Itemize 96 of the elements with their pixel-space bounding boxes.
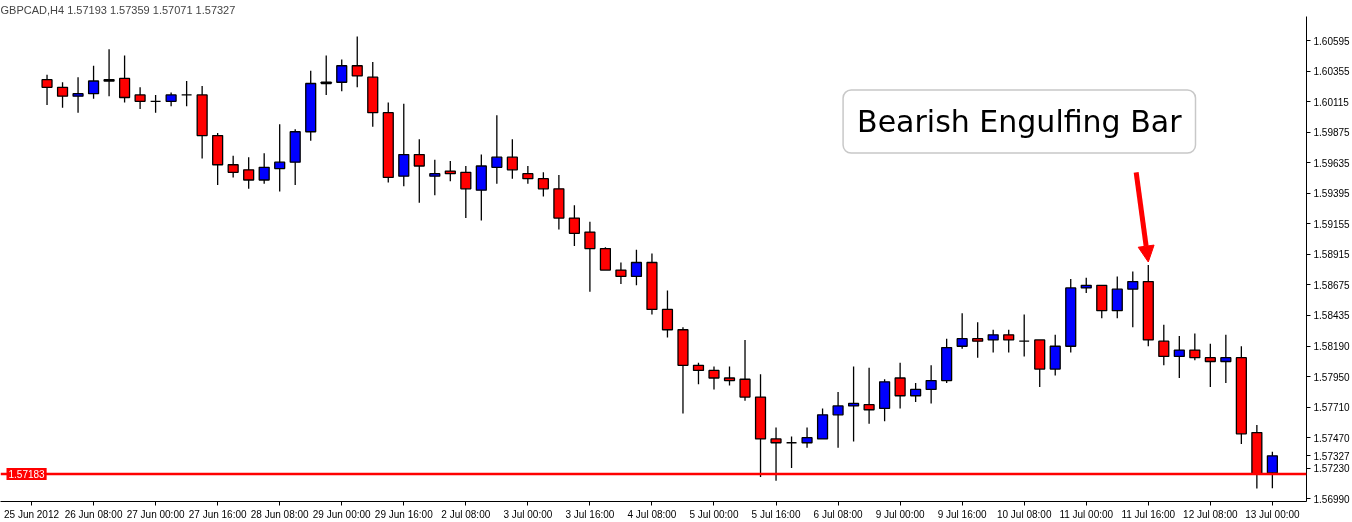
candlestick bbox=[1220, 334, 1232, 384]
candlestick bbox=[708, 365, 720, 391]
candlestick bbox=[258, 152, 270, 185]
x-tick-label: 6 Jul 08:00 bbox=[813, 508, 863, 520]
candlestick bbox=[1003, 329, 1015, 354]
y-tick-label: 1.57327 bbox=[1313, 450, 1351, 462]
x-tick-label: 10 Jul 08:00 bbox=[996, 508, 1052, 520]
y-tick-label: 1.57710 bbox=[1313, 402, 1351, 414]
candlestick bbox=[336, 58, 348, 92]
y-tick-label: 1.56990 bbox=[1313, 493, 1351, 505]
candlestick bbox=[692, 362, 705, 385]
candlestick bbox=[118, 54, 131, 104]
y-tick-label: 1.58675 bbox=[1313, 279, 1351, 291]
candlestick bbox=[429, 159, 441, 196]
candlestick bbox=[723, 365, 736, 387]
candlestick bbox=[506, 138, 518, 180]
x-tick-label: 29 Jun 16:00 bbox=[374, 508, 434, 520]
candlestick bbox=[1049, 334, 1061, 377]
x-tick-label: 28 Jun 08:00 bbox=[250, 508, 310, 520]
x-tick-label: 27 Jun 16:00 bbox=[188, 508, 247, 520]
candlestick bbox=[615, 261, 627, 285]
x-tick-label: 3 Jul 00:00 bbox=[503, 508, 553, 520]
y-tick-label: 1.59395 bbox=[1313, 188, 1351, 200]
y-tick-label: 1.60115 bbox=[1313, 96, 1350, 108]
candlestick bbox=[103, 48, 115, 97]
candlestick bbox=[630, 249, 643, 286]
candlestick bbox=[801, 426, 813, 449]
y-tick-label: 1.57230 bbox=[1313, 463, 1351, 475]
y-tick-label: 1.57470 bbox=[1313, 432, 1351, 444]
candlestick bbox=[1204, 343, 1216, 388]
x-tick-label: 11 Jul 16:00 bbox=[1121, 508, 1176, 520]
candlestick bbox=[181, 80, 193, 108]
candlestick bbox=[274, 123, 286, 193]
y-tick-label: 1.58915 bbox=[1313, 249, 1351, 261]
ref-line-label: 1.57183 bbox=[8, 469, 46, 481]
x-tick-label: 12 Jul 08:00 bbox=[1183, 508, 1239, 520]
x-tick-label: 2 Jul 08:00 bbox=[441, 508, 491, 520]
candlestick bbox=[87, 65, 100, 100]
candlestick bbox=[41, 73, 53, 106]
candlestick bbox=[739, 339, 751, 402]
x-tick-label: 9 Jul 16:00 bbox=[937, 508, 988, 520]
candlestick bbox=[243, 156, 255, 190]
x-tick-label: 3 Jul 16:00 bbox=[565, 508, 615, 520]
x-tick-label: 4 Jul 08:00 bbox=[627, 508, 677, 520]
annotation: Bearish Engulfing Bar bbox=[857, 104, 1183, 140]
x-tick-label: 13 Jul 00:00 bbox=[1245, 508, 1301, 520]
y-tick-label: 1.59635 bbox=[1313, 157, 1351, 169]
x-tick-label: 11 Jul 00:00 bbox=[1059, 508, 1114, 520]
candlestick bbox=[987, 329, 999, 354]
candlestick bbox=[444, 160, 456, 182]
candlestick bbox=[1111, 275, 1123, 319]
candlestick bbox=[956, 312, 968, 350]
candlestick bbox=[227, 155, 239, 179]
candlestick bbox=[537, 171, 549, 198]
y-tick-label: 1.58190 bbox=[1313, 341, 1351, 353]
candlestick bbox=[785, 435, 798, 469]
candlestick bbox=[413, 138, 425, 204]
candlestick bbox=[894, 362, 906, 410]
x-tick-label: 29 Jun 00:00 bbox=[312, 508, 372, 520]
y-tick-label: 1.58435 bbox=[1313, 310, 1351, 322]
candlestick bbox=[584, 221, 596, 293]
candlestick bbox=[134, 86, 146, 110]
candlestick bbox=[351, 35, 363, 88]
candlestick bbox=[832, 391, 844, 449]
candlestick bbox=[56, 81, 69, 109]
y-tick-label: 1.57950 bbox=[1313, 371, 1351, 383]
y-tick-label: 1.60355 bbox=[1313, 66, 1351, 78]
candlestick bbox=[1173, 335, 1185, 379]
candlestick bbox=[1189, 332, 1201, 361]
candlestick bbox=[1266, 451, 1278, 489]
x-tick-label: 5 Jul 16:00 bbox=[751, 508, 801, 520]
y-tick-label: 1.59875 bbox=[1313, 127, 1351, 139]
x-tick-label: 9 Jul 00:00 bbox=[875, 508, 926, 520]
candlestick bbox=[1018, 313, 1030, 358]
x-tick-label: 25 Jun 2012 bbox=[4, 508, 60, 520]
candlestick bbox=[568, 204, 581, 247]
candlestick bbox=[522, 165, 534, 185]
candlestick bbox=[398, 103, 410, 187]
y-tick-label: 1.60595 bbox=[1313, 36, 1351, 47]
candlestick bbox=[72, 76, 84, 114]
candlestick bbox=[661, 289, 674, 339]
candlestick bbox=[847, 365, 860, 443]
candlestick bbox=[863, 367, 875, 425]
candlestick bbox=[910, 382, 922, 403]
candlestick bbox=[460, 165, 472, 219]
candlestick bbox=[1158, 324, 1170, 366]
y-tick-label: 1.59155 bbox=[1313, 218, 1351, 230]
candlestick bbox=[491, 114, 503, 185]
x-tick-label: 26 Jun 08:00 bbox=[64, 508, 123, 520]
candlestick bbox=[972, 321, 984, 359]
chart-title: GBPCAD,H4 1.57193 1.57359 1.57071 1.57327 bbox=[0, 3, 236, 16]
x-tick-label: 5 Jul 00:00 bbox=[689, 508, 739, 520]
candlestick bbox=[1127, 270, 1139, 328]
x-tick-label: 27 Jun 00:00 bbox=[126, 508, 185, 520]
candlestick bbox=[599, 246, 612, 271]
candlestick bbox=[925, 364, 937, 405]
